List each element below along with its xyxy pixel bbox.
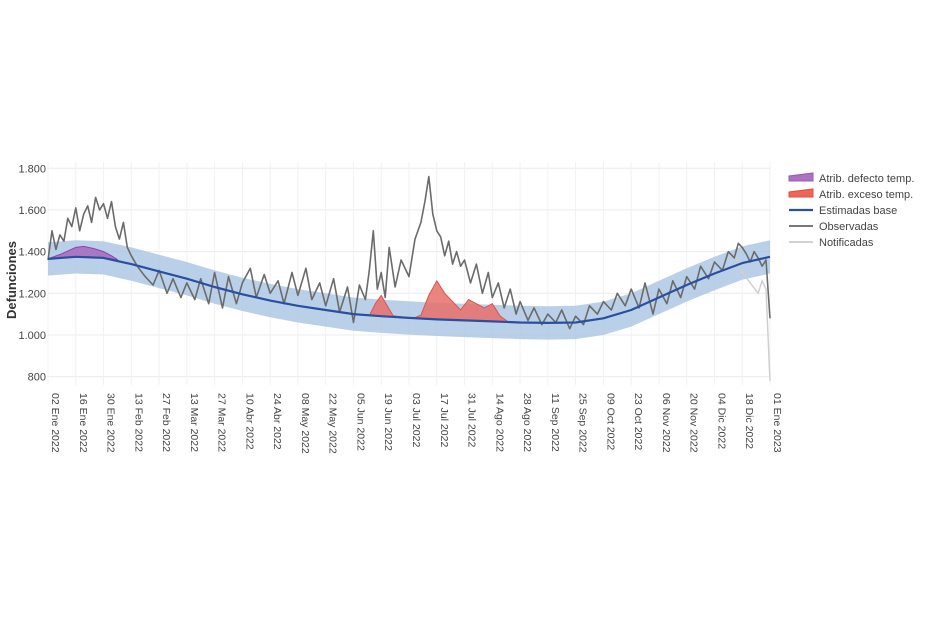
x-axis-ticks: 02 Ene 2022 16 Ene 2022 30 Ene 2022 13 Feb … xyxy=(49,393,783,454)
x-tick-label: 23 Oct 2022 xyxy=(632,393,644,450)
y-tick-label: 1.000 xyxy=(18,330,46,342)
observadas-line xyxy=(47,175,771,330)
legend-label: Atrib. exceso temp. xyxy=(819,189,913,201)
y-axis-ticks: 800 1.000 1.200 1.400 1.600 1.800 xyxy=(18,163,46,383)
y-tick-label: 800 xyxy=(28,372,46,384)
x-tick-label: 02 Ene 2022 xyxy=(49,393,61,453)
x-tick-label: 14 Ago 2022 xyxy=(493,393,505,452)
x-tick-label: 25 Sep 2022 xyxy=(577,393,589,453)
legend-swatch xyxy=(788,172,814,182)
x-tick-label: 22 May 2022 xyxy=(327,393,339,454)
y-tick-label: 1.600 xyxy=(18,205,46,217)
x-tick-label: 19 Jun 2022 xyxy=(382,393,394,451)
x-tick-label: 28 Ago 2022 xyxy=(521,393,533,452)
legend-item-observadas: Observadas xyxy=(789,221,879,233)
legend-label: Atrib. defecto temp. xyxy=(819,173,914,185)
x-tick-label: 18 Dic 2022 xyxy=(743,393,755,449)
y-tick-label: 1.400 xyxy=(18,247,46,259)
x-tick-label: 17 Jul 2022 xyxy=(438,393,450,447)
legend-swatch xyxy=(788,188,814,198)
y-tick-label: 1.800 xyxy=(18,163,46,175)
legend-label: Estimadas base xyxy=(819,205,897,217)
legend-label: Notificadas xyxy=(819,237,874,249)
x-tick-label: 20 Nov 2022 xyxy=(688,393,700,453)
x-tick-label: 30 Ene 2022 xyxy=(105,393,117,453)
estimadas-base-line xyxy=(47,255,771,324)
x-tick-label: 31 Jul 2022 xyxy=(466,393,478,447)
x-tick-label: 04 Dic 2022 xyxy=(715,393,727,449)
legend: Atrib. defecto temp. Atrib. exceso temp. E… xyxy=(788,172,914,249)
legend-item-atrib-exceso-temp: Atrib. exceso temp. xyxy=(788,188,913,201)
legend-item-atrib-defecto-temp: Atrib. defecto temp. xyxy=(788,172,914,185)
legend-label: Observadas xyxy=(819,221,879,233)
x-tick-label: 05 Jun 2022 xyxy=(354,393,366,451)
x-tick-label: 27 Mar 2022 xyxy=(216,393,228,452)
x-tick-label: 13 Mar 2022 xyxy=(188,393,200,452)
x-tick-label: 13 Feb 2022 xyxy=(132,393,144,452)
x-tick-label: 08 May 2022 xyxy=(299,393,311,454)
x-tick-label: 24 Abr 2022 xyxy=(271,393,283,450)
x-tick-label: 01 Ene 2023 xyxy=(771,393,783,453)
notificadas-line xyxy=(733,253,771,381)
series-lines xyxy=(47,175,771,381)
x-tick-label: 06 Nov 2022 xyxy=(660,393,672,453)
legend-item-notificadas: Notificadas xyxy=(789,237,874,249)
x-tick-label: 11 Sep 2022 xyxy=(549,393,561,452)
x-tick-label: 03 Jul 2022 xyxy=(410,393,422,447)
y-axis-label: Defunciones xyxy=(4,241,19,319)
y-tick-label: 1.200 xyxy=(18,288,46,300)
legend-item-estimadas-base: Estimadas base xyxy=(789,205,897,217)
x-tick-label: 27 Feb 2022 xyxy=(160,393,172,452)
x-tick-label: 10 Abr 2022 xyxy=(243,393,255,450)
baseline-band-area xyxy=(48,240,770,340)
baseline-confidence-band xyxy=(48,240,770,340)
x-tick-label: 09 Oct 2022 xyxy=(604,393,616,450)
x-tick-label: 16 Ene 2022 xyxy=(77,393,89,453)
